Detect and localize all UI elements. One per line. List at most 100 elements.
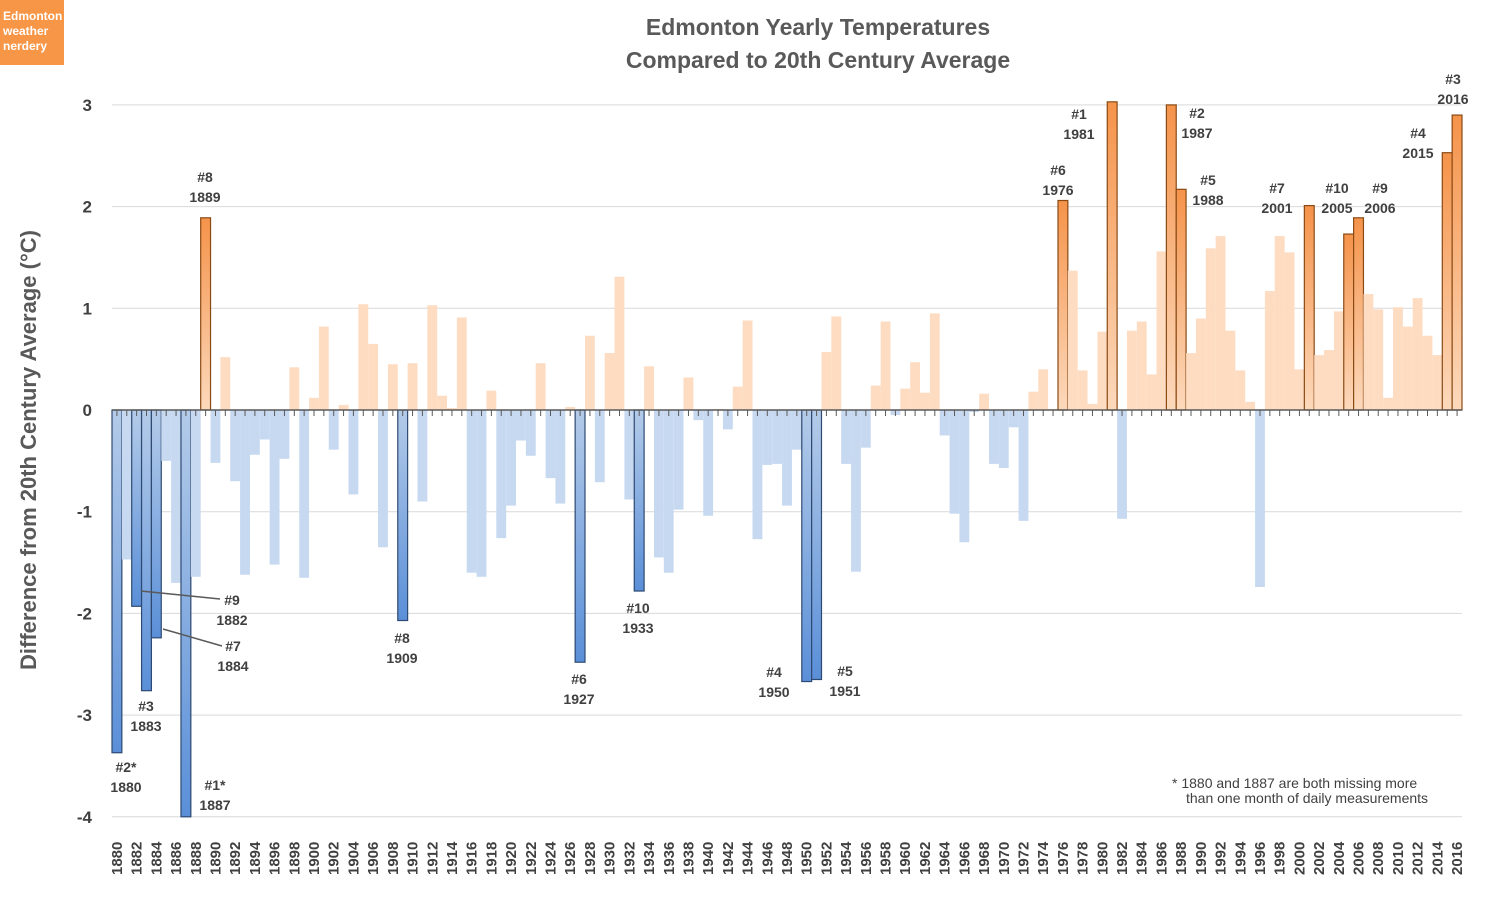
x-tick-label: 1990 bbox=[1193, 842, 1210, 875]
annotations: #2* 1880 #3 1883 #1* 1887 #9 1882 #7 1884 #8 1909 #6… bbox=[110, 71, 1468, 813]
bar-1912 bbox=[427, 305, 438, 410]
bar-1925 bbox=[555, 410, 566, 504]
bar-1957 bbox=[870, 385, 881, 410]
x-tick-label: 1948 bbox=[779, 842, 796, 875]
annotation-rank: #5 bbox=[837, 663, 853, 679]
bar-1884 bbox=[150, 409, 162, 639]
bar-2009 bbox=[1383, 397, 1394, 410]
bar-2015 bbox=[1441, 152, 1453, 411]
x-tick-label: 2010 bbox=[1390, 842, 1407, 875]
x-tick-label: 1916 bbox=[464, 842, 481, 875]
x-tick-label: 1958 bbox=[878, 842, 895, 875]
x-tick-label: 2002 bbox=[1311, 842, 1328, 875]
bar-2011 bbox=[1402, 326, 1413, 410]
y-tick-label: -3 bbox=[77, 706, 92, 725]
bar-1977 bbox=[1067, 270, 1078, 410]
bar-2010 bbox=[1393, 307, 1403, 410]
bar-1953 bbox=[831, 316, 842, 410]
x-axis bbox=[112, 409, 1462, 416]
x-tick-label: 1946 bbox=[759, 842, 776, 875]
x-tick-label: 2014 bbox=[1429, 841, 1446, 875]
y-tick-label: -4 bbox=[77, 808, 93, 827]
x-tick-label: 1954 bbox=[838, 841, 855, 875]
bar-1981 bbox=[1106, 101, 1118, 411]
bar-1922 bbox=[525, 410, 536, 456]
bar-1898 bbox=[289, 367, 300, 410]
bar-1991 bbox=[1205, 248, 1216, 410]
bar-1888 bbox=[190, 410, 201, 577]
x-tick-label: 1910 bbox=[405, 842, 422, 875]
x-tick-label: 1968 bbox=[976, 842, 993, 875]
bar-1936 bbox=[663, 410, 674, 573]
bar-1947 bbox=[772, 410, 783, 464]
x-tick-label: 1964 bbox=[937, 841, 954, 875]
x-tick-label: 1920 bbox=[503, 842, 520, 875]
bar-1911 bbox=[417, 410, 428, 502]
bar-1970 bbox=[998, 410, 1009, 468]
bar-1931 bbox=[614, 276, 625, 410]
x-tick-label: 1944 bbox=[740, 841, 757, 875]
x-tick-label: 1882 bbox=[129, 842, 146, 875]
annotation-rank: #9 bbox=[1372, 180, 1388, 196]
bar-1956 bbox=[860, 410, 871, 448]
bar-2014 bbox=[1432, 355, 1443, 410]
bar-2013 bbox=[1422, 335, 1433, 410]
x-tick-label: 1942 bbox=[720, 842, 737, 875]
bar-2007 bbox=[1363, 294, 1374, 410]
bar-2000 bbox=[1294, 369, 1305, 410]
bar-1949 bbox=[791, 410, 802, 450]
bar-1916 bbox=[466, 410, 477, 573]
bar-1952 bbox=[821, 352, 832, 410]
bar-1985 bbox=[1146, 374, 1157, 410]
x-tick-label: 1898 bbox=[286, 842, 303, 875]
bar-1890 bbox=[210, 410, 221, 463]
annotation-year: 1880 bbox=[110, 779, 141, 795]
bar-1999 bbox=[1284, 252, 1295, 410]
bar-2003 bbox=[1324, 350, 1334, 410]
bar-1937 bbox=[673, 410, 684, 510]
y-tick-label: -1 bbox=[77, 503, 92, 522]
bar-1954 bbox=[841, 410, 852, 464]
x-tick-label: 1970 bbox=[996, 842, 1013, 875]
annotation-rank: #3 bbox=[1445, 71, 1461, 87]
bar-1919 bbox=[496, 410, 507, 539]
bar-1901 bbox=[318, 326, 329, 410]
bar-1886 bbox=[171, 410, 181, 583]
x-tick-label: 1972 bbox=[1015, 842, 1032, 875]
bar-2012 bbox=[1412, 298, 1423, 410]
bar-2002 bbox=[1314, 355, 1325, 410]
bar-1909 bbox=[397, 409, 409, 622]
bar-1948 bbox=[782, 410, 792, 506]
bar-1895 bbox=[259, 410, 270, 440]
x-tick-label: 1976 bbox=[1055, 842, 1072, 875]
x-tick-label: 1924 bbox=[543, 841, 560, 875]
footnote-line1: * 1880 and 1887 are both missing more bbox=[1172, 775, 1417, 791]
bar-1900 bbox=[309, 397, 319, 410]
bar-1946 bbox=[762, 410, 773, 465]
x-tick-label: 1998 bbox=[1272, 842, 1289, 875]
y-axis-title: Difference from 20th Century Average (°C… bbox=[16, 230, 41, 670]
bar-1964 bbox=[939, 410, 950, 436]
bar-1942 bbox=[722, 410, 733, 430]
bar-1910 bbox=[407, 363, 418, 410]
annotation-year: 1976 bbox=[1042, 182, 1073, 198]
x-tick-label: 1940 bbox=[700, 842, 717, 875]
annotation-rank: #2 bbox=[1189, 105, 1205, 121]
bar-1902 bbox=[328, 410, 339, 450]
bar-1973 bbox=[1028, 391, 1039, 410]
x-tick-label: 1974 bbox=[1035, 841, 1052, 875]
x-tick-label: 1902 bbox=[326, 842, 343, 875]
annotation-rank: #10 bbox=[626, 600, 650, 616]
bar-1995 bbox=[1245, 401, 1256, 410]
bar-1974 bbox=[1038, 369, 1049, 410]
bar-1889 bbox=[200, 217, 212, 411]
bar-1943 bbox=[732, 386, 743, 410]
annotation-leader-line bbox=[162, 628, 223, 647]
x-tick-label: 1896 bbox=[267, 842, 284, 875]
bar-1951 bbox=[811, 409, 823, 681]
bars bbox=[111, 101, 1463, 818]
bar-2005 bbox=[1343, 233, 1355, 411]
bar-1880 bbox=[111, 409, 123, 754]
x-tick-label: 1886 bbox=[168, 842, 185, 875]
bar-1927 bbox=[574, 409, 586, 663]
